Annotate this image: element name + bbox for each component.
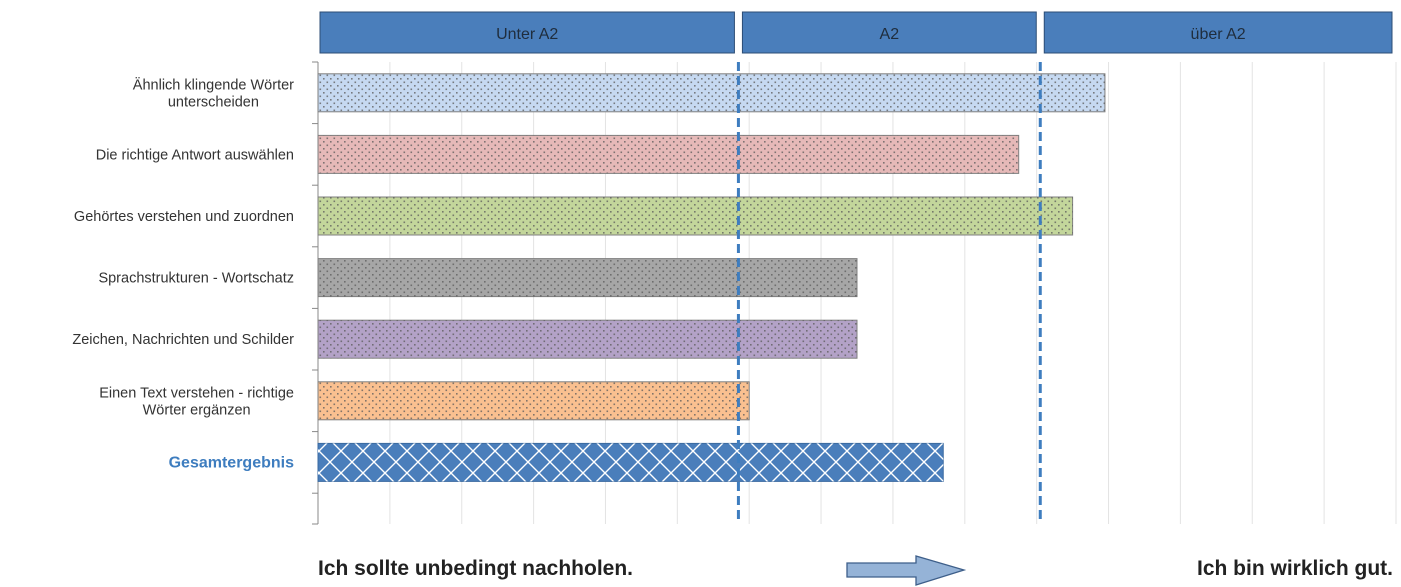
footer-right-text: Ich bin wirklich gut.	[1196, 557, 1393, 580]
category-label: Zeichen, Nachrichten und Schilder	[72, 332, 294, 348]
level-band-label: A2	[880, 26, 900, 43]
bar-pattern	[318, 197, 1073, 235]
bar-pattern	[318, 443, 944, 482]
level-bands: Unter A2 A2 über A2	[319, 11, 1393, 54]
bars	[317, 73, 1106, 482]
bar-pattern	[318, 73, 1105, 112]
level-band-label: Unter A2	[496, 26, 558, 43]
arrow-right-icon	[846, 555, 967, 586]
bar-pattern	[318, 320, 857, 359]
footer-left-text: Ich sollte unbedingt nachholen.	[318, 557, 634, 580]
category-label: Die richtige Antwort auswählen	[96, 147, 294, 163]
bar-pattern	[318, 258, 857, 297]
threshold-lines	[736, 62, 1042, 524]
bar-pattern	[318, 381, 750, 420]
level-band-label: über A2	[1191, 26, 1246, 43]
level-band	[741, 11, 1037, 54]
level-band	[1043, 11, 1393, 54]
category-label: Gehörtes verstehen und zuordnen	[74, 209, 294, 225]
bar-pattern	[318, 135, 1019, 174]
category-label: Sprachstrukturen - Wortschatz	[98, 271, 294, 287]
category-label-total: Gesamtergebnis	[169, 454, 294, 471]
y-axis	[312, 61, 319, 525]
category-label: Einen Text verstehen - richtige Wörter er…	[99, 385, 294, 418]
category-labels: Ähnlich klingende Wörter unterscheiden Die…	[72, 76, 294, 471]
category-label: Ähnlich klingende Wörter unterscheiden	[133, 76, 294, 110]
level-band	[319, 11, 735, 54]
